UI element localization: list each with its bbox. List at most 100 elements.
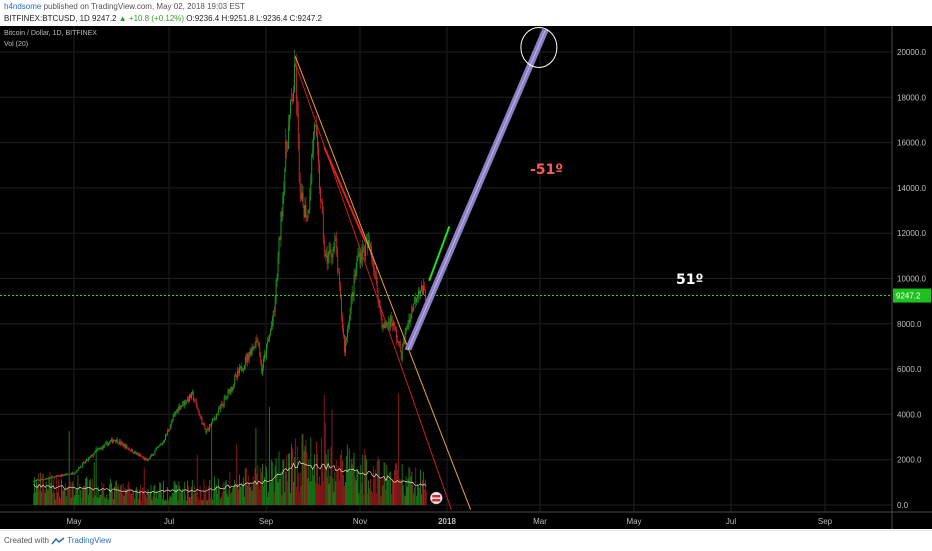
candle-body: [169, 425, 171, 430]
candle-body: [374, 271, 376, 273]
candle-body: [63, 474, 65, 476]
volume-bar: [385, 489, 387, 505]
chart-canvas[interactable]: 0.0 2000.0 4000.0 6000.0 8000.0 10000.0 12000.…: [0, 26, 932, 529]
volume-bar: [111, 482, 113, 505]
volume-bar: [33, 493, 35, 505]
volume-bar: [343, 485, 345, 505]
candle-body: [94, 451, 96, 453]
volume-bar: [252, 476, 254, 505]
candle-body: [41, 479, 43, 481]
volume-bar: [315, 482, 317, 505]
candle-body: [182, 401, 184, 406]
volume-bar: [258, 483, 260, 505]
volume-bar: [97, 486, 99, 505]
volume-bar: [257, 465, 259, 505]
volume-bar: [421, 479, 423, 505]
volume-bar: [218, 488, 220, 505]
candle-body: [192, 391, 194, 401]
volume-bar: [66, 487, 68, 505]
volume-bar: [118, 490, 120, 505]
volume-bar: [121, 493, 123, 505]
candle-body: [251, 347, 253, 355]
volume-bar: [379, 479, 381, 505]
volume-bar: [110, 478, 112, 505]
candle-body: [417, 295, 419, 299]
candle-body: [139, 454, 140, 456]
volume-bar: [112, 490, 113, 505]
candle-body: [424, 289, 426, 301]
candle-body: [277, 257, 279, 277]
volume-bar: [44, 492, 46, 505]
candle-body: [255, 339, 257, 348]
volume-bar: [420, 469, 421, 505]
candle-body: [289, 114, 291, 127]
volume-bar: [381, 477, 383, 505]
candle-body: [312, 149, 314, 156]
candle-body: [203, 423, 205, 425]
candle-body: [207, 428, 209, 430]
volume-bar: [171, 492, 173, 505]
volume-bar: [239, 474, 241, 505]
candle-body: [143, 457, 145, 460]
volume-bar: [272, 480, 274, 505]
candle-body: [357, 256, 359, 260]
volume-bar: [101, 482, 103, 505]
candle-body: [204, 424, 206, 430]
candle-body: [225, 396, 227, 398]
volume-bar: [137, 489, 139, 505]
volume-bar: [156, 490, 158, 505]
volume-bar: [307, 478, 309, 505]
volume-bar: [304, 445, 306, 505]
volume-bar: [323, 394, 325, 505]
candle-body: [382, 325, 384, 328]
price-chart[interactable]: 0.0 2000.0 4000.0 6000.0 8000.0 10000.0 12000.…: [0, 26, 932, 529]
volume-bar: [89, 479, 91, 505]
volume-bar: [60, 498, 62, 505]
candle-body: [78, 467, 80, 471]
candle-body: [377, 292, 379, 304]
tradingview-link[interactable]: TradingView: [67, 536, 112, 545]
volume-bar: [313, 475, 315, 505]
volume-bar: [266, 467, 267, 505]
candle-body: [402, 342, 404, 346]
volume-bar: [86, 478, 88, 505]
volume-bar: [234, 479, 236, 505]
candle-body: [36, 480, 37, 482]
volume-bar: [327, 449, 329, 505]
volume-bar: [106, 494, 108, 505]
candle-body: [411, 307, 413, 314]
candle-body: [90, 454, 92, 457]
volume-bar: [142, 487, 144, 505]
volume-bar: [254, 468, 256, 505]
candle-body: [174, 412, 176, 415]
candle-body: [363, 247, 365, 249]
symbol-label: BITFINEX:BTCUSD, 1D: [4, 14, 90, 23]
volume-bar: [214, 476, 216, 505]
trend-red-bold-line: [323, 146, 367, 243]
volume-bar: [240, 482, 242, 505]
candle-body: [67, 474, 69, 475]
candle-body: [109, 441, 111, 444]
volume-bar: [284, 492, 286, 505]
candle-body: [366, 242, 368, 244]
volume-bar: [378, 459, 380, 505]
y-tick-label: 12000.0: [897, 229, 926, 238]
candle-body: [115, 439, 117, 442]
candle-body: [110, 440, 112, 442]
candle-body: [164, 434, 166, 441]
candle-body: [281, 211, 283, 217]
volume-bar: [400, 479, 402, 505]
volume-bar: [397, 393, 399, 505]
volume-bar: [190, 486, 192, 505]
candle-body: [36, 479, 38, 481]
y-tick-label: 0.0: [897, 501, 909, 510]
volume-bar: [153, 486, 155, 505]
candle-body: [290, 100, 292, 115]
author-link[interactable]: h4ndsome: [4, 2, 42, 11]
volume-bar: [262, 463, 264, 505]
volume-bar: [87, 495, 89, 505]
volume-bar: [186, 500, 188, 505]
volume-bar: [160, 483, 162, 505]
volume-bar: [274, 466, 276, 505]
volume-bar: [48, 476, 50, 505]
